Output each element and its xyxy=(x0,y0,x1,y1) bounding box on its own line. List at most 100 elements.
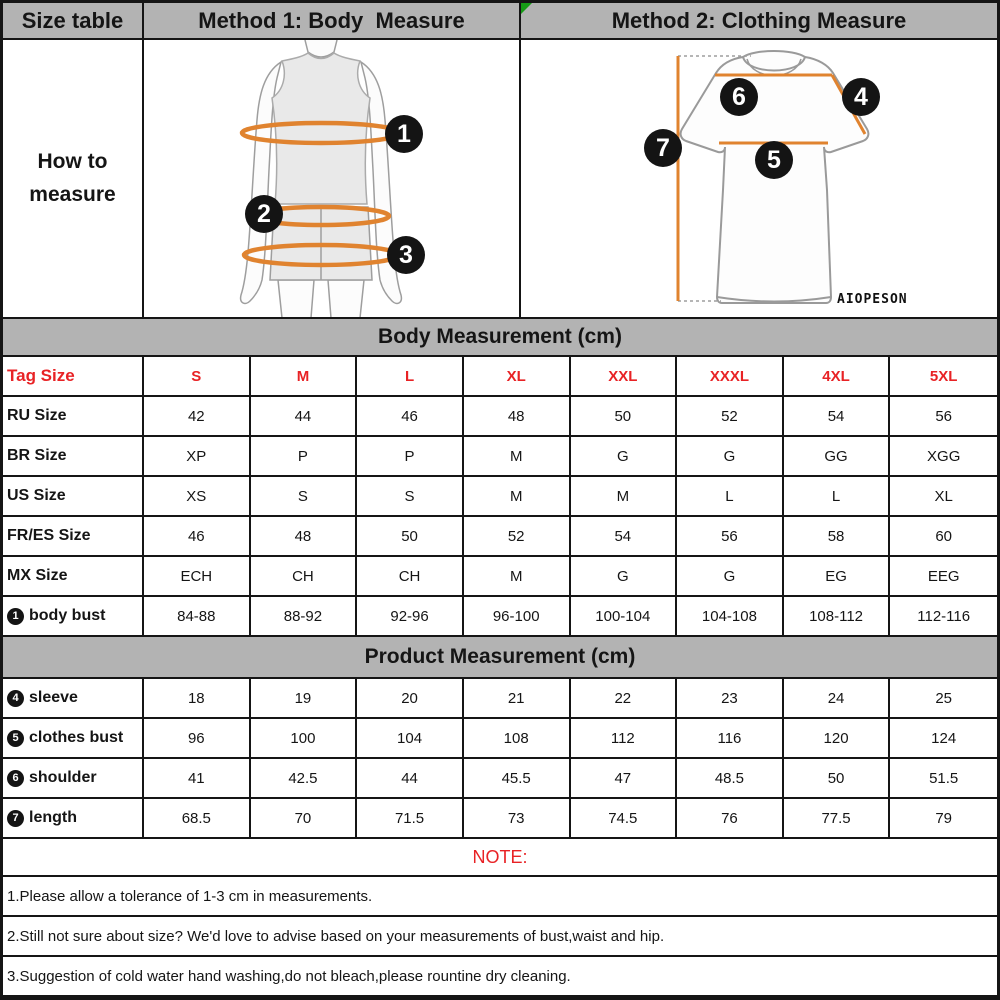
table-row: FR/ES Size 46 48 50 52 54 56 58 60 xyxy=(3,517,997,557)
row-label: 4 sleeve xyxy=(3,679,144,717)
value-cell: 108 xyxy=(464,719,571,757)
size-col-header: S xyxy=(144,357,251,395)
value-cell: S xyxy=(357,477,464,515)
value-cell: 24 xyxy=(784,679,891,717)
marker-6-shoulder-icon: 6 xyxy=(720,78,758,116)
value-cell: 100-104 xyxy=(571,597,678,635)
value-cell: 21 xyxy=(464,679,571,717)
value-cell: 46 xyxy=(357,397,464,435)
value-cell: 96-100 xyxy=(464,597,571,635)
value-cell: 41 xyxy=(144,759,251,797)
row-label: 1 body bust xyxy=(3,597,144,635)
row-label: US Size xyxy=(3,477,144,515)
value-cell: 96 xyxy=(144,719,251,757)
value-cell: L xyxy=(677,477,784,515)
size-header-row: Tag Size S M L XL XXL XXXL 4XL 5XL xyxy=(3,357,997,397)
body-figure-drawing xyxy=(239,40,403,317)
value-cell: 120 xyxy=(784,719,891,757)
method2-header: Method 2: Clothing Measure xyxy=(521,3,997,38)
size-col-header: 5XL xyxy=(929,367,958,385)
value-cell: 76 xyxy=(677,799,784,837)
row-label-text: body bust xyxy=(29,607,106,624)
marker-4-sleeve-icon: 4 xyxy=(842,78,880,116)
tag-size-label: Tag Size xyxy=(3,357,144,395)
row-label: 7 length xyxy=(3,799,144,837)
value-cell: 50 xyxy=(571,397,678,435)
how-to-measure-label: How to measure xyxy=(3,40,144,317)
value-cell: XL xyxy=(934,487,953,505)
marker-2-waist-icon: 2 xyxy=(245,195,283,233)
table-row: MX Size ECH CH CH M G G EG EEG xyxy=(3,557,997,597)
value-cell: 124 xyxy=(931,729,957,747)
value-cell: 44 xyxy=(357,759,464,797)
value-cell: G xyxy=(571,437,678,475)
value-cell: 42.5 xyxy=(251,759,358,797)
value-cell: 50 xyxy=(784,759,891,797)
value-cell: M xyxy=(464,437,571,475)
value-cell: 112 xyxy=(571,719,678,757)
product-measurement-title: Product Measurement (cm) xyxy=(3,637,997,679)
value-cell: 50 xyxy=(357,517,464,555)
value-cell: 25 xyxy=(935,689,953,707)
body-measure-illustration: 1 2 3 xyxy=(144,40,521,317)
value-cell: 20 xyxy=(357,679,464,717)
table-row: RU Size 42 44 46 48 50 52 54 56 xyxy=(3,397,997,437)
value-cell: 51.5 xyxy=(929,769,959,787)
illustration-row: How to measure 1 xyxy=(3,40,997,319)
row-label-text: FR/ES Size xyxy=(7,527,91,544)
value-cell: 84-88 xyxy=(144,597,251,635)
table-row: 4 sleeve 18 19 20 21 22 23 24 25 xyxy=(3,679,997,719)
value-cell: 100 xyxy=(251,719,358,757)
value-cell: 42 xyxy=(144,397,251,435)
value-cell: G xyxy=(677,557,784,595)
value-cell: 68.5 xyxy=(144,799,251,837)
value-cell: 23 xyxy=(677,679,784,717)
size-col-header: XXL xyxy=(571,357,678,395)
size-col-header: XL xyxy=(464,357,571,395)
row-label-text: shoulder xyxy=(29,769,97,786)
value-cell: S xyxy=(251,477,358,515)
value-cell: 108-112 xyxy=(784,597,891,635)
value-cell: 45.5 xyxy=(464,759,571,797)
value-cell: EG xyxy=(784,557,891,595)
value-cell: 18 xyxy=(144,679,251,717)
row-label-text: clothes bust xyxy=(29,729,124,746)
row-marker-icon: 7 xyxy=(7,809,24,827)
value-cell: 116 xyxy=(677,719,784,757)
method2-header-label: Method 2: Clothing Measure xyxy=(611,7,907,33)
row-label-text: length xyxy=(29,809,77,826)
row-marker-icon: 5 xyxy=(7,729,24,747)
value-cell: M xyxy=(464,557,571,595)
value-cell: 52 xyxy=(677,397,784,435)
value-cell: ECH xyxy=(144,557,251,595)
size-table-header: Size table xyxy=(3,3,144,38)
value-cell: 52 xyxy=(464,517,571,555)
value-cell: M xyxy=(571,477,678,515)
value-cell: 77.5 xyxy=(784,799,891,837)
row-label: 6 shoulder xyxy=(3,759,144,797)
size-col-header: L xyxy=(357,357,464,395)
value-cell: P xyxy=(357,437,464,475)
table-row: 7 length 68.5 70 71.5 73 74.5 76 77.5 79 xyxy=(3,799,997,839)
value-cell: 70 xyxy=(251,799,358,837)
value-cell: 73 xyxy=(464,799,571,837)
value-cell: 22 xyxy=(571,679,678,717)
table-row: BR Size XP P P M G G GG XGG xyxy=(3,437,997,477)
note-item: 3.Suggestion of cold water hand washing,… xyxy=(3,957,997,997)
value-cell: 88-92 xyxy=(251,597,358,635)
table-row: US Size XS S S M M L L XL xyxy=(3,477,997,517)
value-cell: 44 xyxy=(251,397,358,435)
row-label: MX Size xyxy=(3,557,144,595)
row-marker-icon: 1 xyxy=(7,607,24,625)
green-corner-flag-icon xyxy=(521,3,532,14)
row-marker-icon: 6 xyxy=(7,769,24,787)
value-cell: 104 xyxy=(357,719,464,757)
value-cell: 74.5 xyxy=(571,799,678,837)
row-label: 5 clothes bust xyxy=(3,719,144,757)
value-cell: 54 xyxy=(571,517,678,555)
size-col-header: 4XL xyxy=(784,357,891,395)
value-cell: 19 xyxy=(251,679,358,717)
note-item: 1.Please allow a tolerance of 1-3 cm in … xyxy=(3,877,997,917)
table-row: 1 body bust 84-88 88-92 92-96 96-100 100… xyxy=(3,597,997,637)
